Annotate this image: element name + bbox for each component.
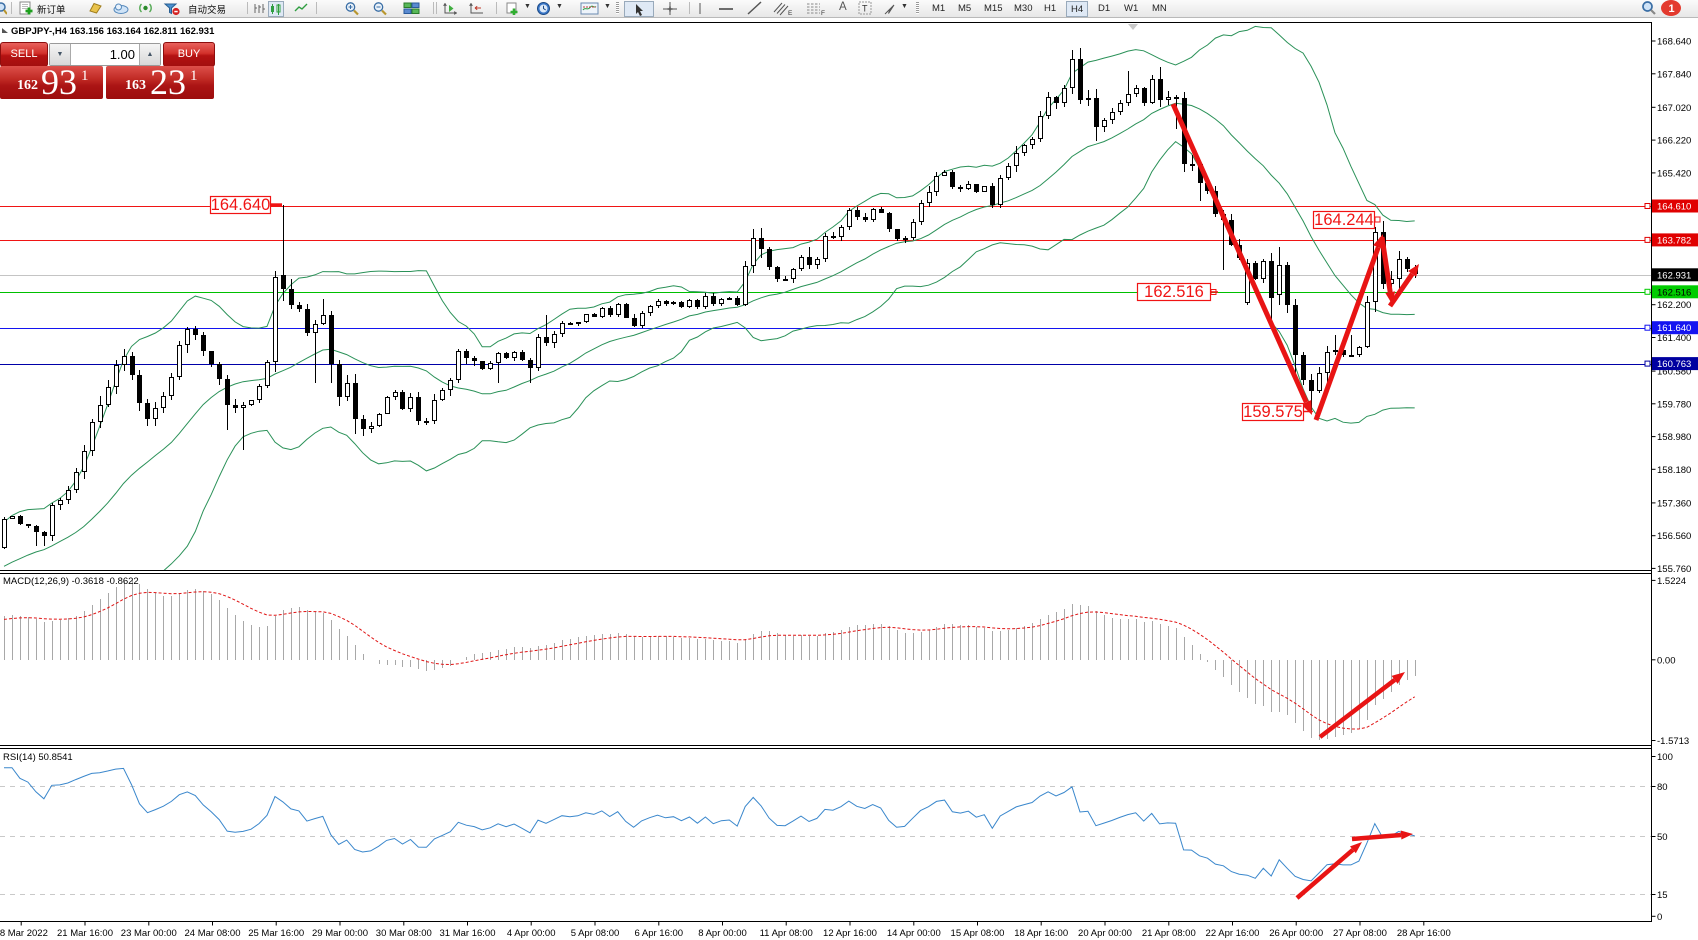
svg-text:GBPJPY-,H4 163.156 163.164 16: GBPJPY-,H4 163.156 163.164 162.811 162.9…: [11, 26, 215, 37]
svg-text:162.516: 162.516: [1657, 287, 1691, 298]
svg-text:0: 0: [1657, 912, 1662, 923]
svg-text:161.400: 161.400: [1657, 333, 1691, 344]
svg-text:27 Apr 08:00: 27 Apr 08:00: [1333, 928, 1387, 939]
svg-text:12 Apr 16:00: 12 Apr 16:00: [823, 928, 877, 939]
svg-text:158.180: 158.180: [1657, 465, 1691, 476]
svg-text:24 Mar 08:00: 24 Mar 08:00: [185, 928, 241, 939]
svg-text:28 Apr 16:00: 28 Apr 16:00: [1397, 928, 1451, 939]
svg-text:11 Apr 08:00: 11 Apr 08:00: [760, 928, 813, 939]
svg-text:159.780: 159.780: [1657, 399, 1691, 410]
svg-text:21 Apr 08:00: 21 Apr 08:00: [1142, 928, 1196, 939]
svg-text:163.782: 163.782: [1657, 235, 1691, 246]
svg-text:80: 80: [1657, 782, 1668, 793]
svg-text:22 Apr 16:00: 22 Apr 16:00: [1206, 928, 1260, 939]
svg-text:MACD(12,26,9) -0.3618 -0.8622: MACD(12,26,9) -0.3618 -0.8622: [3, 576, 139, 587]
svg-text:161.640: 161.640: [1657, 323, 1691, 334]
svg-text:20 Apr 00:00: 20 Apr 00:00: [1078, 928, 1132, 939]
svg-text:T: T: [862, 4, 868, 14]
svg-text:168.640: 168.640: [1657, 37, 1691, 48]
svg-text:160.580: 160.580: [1657, 367, 1691, 378]
svg-text:1.5224: 1.5224: [1657, 576, 1686, 587]
svg-text:-1.5713: -1.5713: [1657, 736, 1689, 747]
svg-text:6 Apr 16:00: 6 Apr 16:00: [634, 928, 683, 939]
svg-text:26 Apr 00:00: 26 Apr 00:00: [1269, 928, 1323, 939]
svg-text:165.420: 165.420: [1657, 168, 1691, 179]
svg-text:162.931: 162.931: [1657, 270, 1691, 281]
svg-text:23 Mar 00:00: 23 Mar 00:00: [121, 928, 177, 939]
svg-text:159.575: 159.575: [1243, 403, 1303, 421]
svg-text:RSI(14) 50.8541: RSI(14) 50.8541: [3, 752, 73, 763]
svg-text:167.840: 167.840: [1657, 69, 1691, 80]
svg-text:164.640: 164.640: [211, 196, 271, 214]
svg-text:100: 100: [1657, 752, 1673, 763]
svg-text:14 Apr 00:00: 14 Apr 00:00: [887, 928, 941, 939]
svg-text:E: E: [788, 10, 793, 16]
svg-text:155.760: 155.760: [1657, 564, 1691, 575]
svg-text:167.020: 167.020: [1657, 103, 1691, 114]
svg-text:31 Mar 16:00: 31 Mar 16:00: [440, 928, 496, 939]
svg-text:50: 50: [1657, 832, 1668, 843]
svg-text:164.244: 164.244: [1314, 211, 1374, 229]
svg-text:5 Apr 08:00: 5 Apr 08:00: [571, 928, 620, 939]
svg-text:162.200: 162.200: [1657, 300, 1691, 311]
svg-text:157.360: 157.360: [1657, 498, 1691, 509]
svg-text:18 Mar 2022: 18 Mar 2022: [0, 928, 48, 939]
svg-text:25 Mar 16:00: 25 Mar 16:00: [248, 928, 304, 939]
svg-text:4 Apr 00:00: 4 Apr 00:00: [507, 928, 556, 939]
svg-text:164.610: 164.610: [1657, 202, 1691, 213]
svg-text:166.220: 166.220: [1657, 136, 1691, 147]
svg-text:162.516: 162.516: [1144, 283, 1204, 301]
svg-text:158.980: 158.980: [1657, 432, 1691, 443]
svg-text:160.763: 160.763: [1657, 359, 1691, 370]
svg-text:29 Mar 00:00: 29 Mar 00:00: [312, 928, 368, 939]
svg-text:18 Apr 16:00: 18 Apr 16:00: [1014, 928, 1068, 939]
svg-text:0.00: 0.00: [1657, 655, 1676, 666]
svg-text:15 Apr 08:00: 15 Apr 08:00: [951, 928, 1005, 939]
svg-text:21 Mar 16:00: 21 Mar 16:00: [57, 928, 113, 939]
svg-text:F: F: [821, 10, 825, 16]
svg-text:8 Apr 00:00: 8 Apr 00:00: [698, 928, 747, 939]
svg-text:15: 15: [1657, 890, 1668, 901]
svg-text:30 Mar 08:00: 30 Mar 08:00: [376, 928, 432, 939]
svg-text:156.560: 156.560: [1657, 531, 1691, 542]
svg-text:1: 1: [1669, 3, 1675, 15]
